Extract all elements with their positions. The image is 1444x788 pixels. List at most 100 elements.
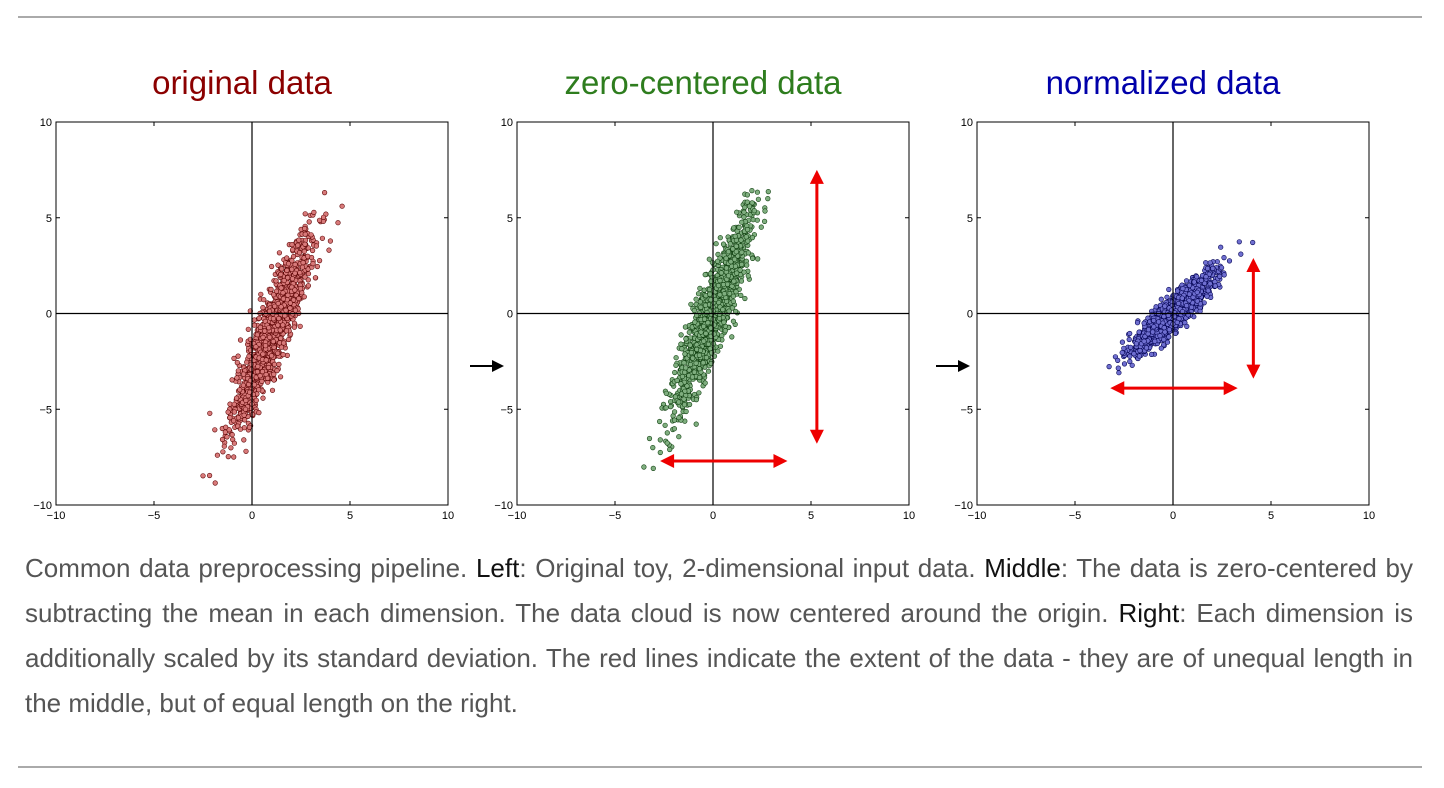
data-point	[717, 235, 723, 241]
data-point	[231, 409, 237, 415]
data-point	[284, 352, 290, 358]
data-point	[728, 259, 734, 265]
data-point	[292, 261, 298, 268]
data-point	[253, 397, 259, 403]
data-point	[283, 328, 290, 334]
x-tick-label: 0	[249, 510, 255, 522]
data-point	[1176, 300, 1182, 307]
data-point	[1210, 265, 1216, 271]
data-point	[1151, 317, 1157, 324]
data-point	[718, 270, 724, 276]
data-point	[1194, 274, 1200, 280]
data-point	[271, 377, 277, 383]
x-tick-label: −10	[47, 510, 66, 522]
data-point	[703, 355, 710, 361]
data-point	[650, 445, 656, 451]
data-point	[265, 375, 271, 381]
data-point	[736, 224, 742, 230]
data-point	[1203, 260, 1209, 266]
data-point	[237, 426, 244, 432]
data-point	[731, 225, 737, 231]
data-point	[286, 336, 292, 343]
data-point	[702, 316, 708, 322]
data-point	[291, 297, 297, 303]
data-point	[296, 295, 302, 302]
arrow-head	[809, 429, 824, 444]
x-tick-label: 0	[1170, 510, 1176, 522]
data-point	[289, 266, 295, 272]
data-point	[641, 464, 647, 470]
data-point	[765, 188, 771, 195]
data-point	[742, 295, 748, 302]
y-tick-label: 10	[40, 117, 52, 129]
scatter-plot-normalized: −10 10 −5 5 0 0 5 −5 10 −10	[954, 117, 1375, 522]
data-point	[671, 417, 678, 423]
data-point	[200, 473, 206, 479]
data-point	[1156, 319, 1162, 325]
y-tick-label: −5	[39, 404, 52, 416]
data-point	[676, 434, 682, 440]
data-point	[289, 258, 295, 264]
data-point	[237, 387, 243, 393]
scatter-plot-zero-centered: −10 10 −5 5 0 0 5 −5 10 −10	[494, 117, 915, 522]
data-point	[682, 324, 688, 330]
data-point	[287, 300, 293, 306]
data-point	[1189, 304, 1195, 310]
data-point	[1250, 239, 1256, 246]
data-point	[1221, 272, 1227, 278]
data-point	[241, 371, 247, 377]
data-point	[1162, 303, 1168, 309]
data-point	[254, 369, 260, 375]
data-point	[302, 225, 308, 232]
data-point	[1194, 298, 1200, 304]
x-tick-label: 5	[347, 510, 353, 522]
data-point	[240, 382, 246, 388]
x-tick-label: 10	[903, 510, 915, 522]
data-point	[693, 360, 699, 366]
data-point	[292, 307, 299, 313]
data-point	[1121, 361, 1128, 367]
data-point	[1133, 341, 1139, 347]
data-point	[280, 322, 286, 328]
data-point	[730, 246, 736, 252]
data-point	[1115, 357, 1121, 363]
data-point	[720, 307, 726, 313]
data-point	[663, 390, 669, 396]
arrow-head	[660, 453, 675, 468]
data-point	[690, 355, 696, 361]
data-point	[212, 427, 218, 433]
data-point	[295, 242, 301, 248]
data-point	[271, 292, 277, 298]
data-point	[256, 387, 262, 393]
data-point	[696, 352, 702, 358]
data-point	[664, 440, 670, 446]
data-point	[306, 219, 312, 225]
data-point	[250, 411, 256, 418]
data-point	[746, 203, 753, 209]
data-point	[207, 410, 213, 416]
y-tick-label: 5	[967, 213, 973, 225]
data-point	[704, 309, 710, 316]
data-point	[688, 350, 694, 356]
y-tick-label: −5	[500, 404, 513, 416]
data-point	[234, 375, 240, 381]
data-point	[698, 329, 704, 335]
y-tick-label: 5	[46, 213, 52, 225]
data-point	[285, 261, 292, 267]
data-point	[1149, 351, 1155, 357]
data-point	[248, 366, 254, 372]
data-point	[1127, 330, 1133, 337]
data-point	[221, 443, 227, 449]
plot-title-normalized: normalized data	[1045, 64, 1281, 101]
data-point	[686, 329, 692, 335]
data-point	[720, 241, 727, 247]
data-point	[682, 388, 688, 394]
data-point	[214, 452, 220, 458]
data-point	[691, 307, 697, 314]
data-point	[689, 374, 696, 380]
data-point	[717, 278, 723, 284]
data-point	[1221, 255, 1227, 261]
data-point	[688, 301, 694, 307]
data-point	[706, 256, 712, 262]
x-tick-label: −5	[609, 510, 622, 522]
